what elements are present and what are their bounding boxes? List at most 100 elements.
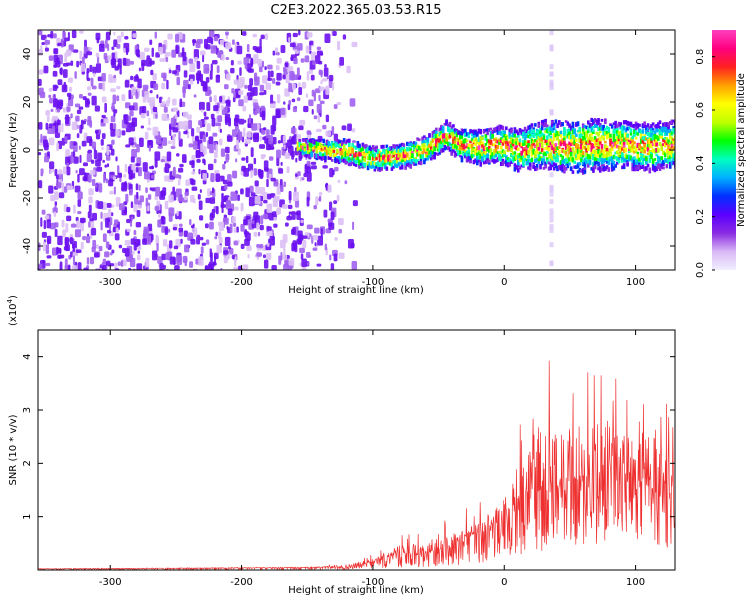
heatmap-noise-cell	[213, 94, 217, 102]
heatmap-noise-cell	[124, 163, 128, 173]
heatmap-band-cell	[646, 146, 650, 152]
heatmap-band-cell	[527, 155, 530, 159]
heatmap-noise-cell	[38, 69, 44, 75]
heatmap-band-cell	[602, 150, 605, 154]
heatmap-band-cell	[530, 133, 534, 137]
heatmap-band-cell	[660, 163, 664, 168]
heatmap-noise-cell	[316, 46, 322, 50]
heatmap-noise-cell	[117, 172, 122, 178]
heatmap-band-cell	[631, 124, 634, 128]
heatmap-band-cell	[346, 139, 349, 143]
heatmap-band-cell	[546, 142, 549, 146]
heatmap-band-cell	[380, 161, 384, 166]
heatmap-noise-cell	[38, 78, 42, 87]
heatmap-band-cell	[407, 143, 411, 147]
heatmap-noise-cell	[157, 256, 163, 264]
heatmap-band-cell	[547, 161, 551, 165]
heatmap-noise-cell	[141, 62, 145, 72]
heatmap-band-cell	[467, 132, 471, 135]
heatmap-band-cell	[433, 133, 436, 139]
heatmap-noise-cell	[110, 128, 116, 137]
heatmap-noise-cell	[79, 30, 84, 34]
heatmap-band-cell	[341, 155, 344, 160]
heatmap-noise-cell	[270, 177, 276, 182]
heatmap-band-cell	[549, 163, 553, 168]
heatmap-band-cell	[546, 141, 549, 145]
heatmap-band-cell	[423, 139, 426, 144]
heatmap-noise-cell	[339, 56, 345, 66]
heatmap-noise-cell	[175, 238, 181, 247]
heatmap-band-cell	[604, 119, 607, 125]
heatmap-noise-cell	[182, 86, 186, 94]
heatmap-band-cell	[479, 150, 483, 155]
heatmap-band-cell	[501, 158, 505, 164]
heatmap-band-cell	[455, 132, 459, 138]
heatmap-band-cell	[318, 145, 322, 150]
heatmap-noise-cell	[266, 178, 269, 188]
heatmap-noise-cell	[66, 206, 71, 213]
heatmap-noise-cell	[140, 112, 146, 119]
heatmap-band-cell	[525, 149, 529, 154]
heatmap-band-cell	[515, 145, 518, 150]
heatmap-band-cell	[622, 149, 626, 153]
heatmap-noise-cell	[270, 94, 274, 105]
heatmap-band-cell	[547, 127, 551, 132]
heatmap-band-cell	[337, 160, 341, 165]
heatmap-band-cell	[300, 151, 303, 155]
heatmap-noise-cell	[253, 102, 259, 110]
heatmap-noise-cell	[101, 133, 106, 140]
heatmap-band-cell	[358, 144, 361, 149]
heatmap-band-cell	[566, 157, 570, 163]
heatmap-band-cell	[482, 128, 486, 134]
heatmap-band-cell	[631, 144, 634, 149]
heatmap-band-cell	[627, 121, 631, 125]
heatmap-band-cell	[318, 138, 322, 143]
heatmap-noise-cell	[62, 229, 66, 238]
heatmap-band-cell	[484, 134, 488, 138]
heatmap-noise-cell	[265, 82, 272, 90]
heatmap-noise-cell	[310, 51, 317, 61]
heatmap-band-cell	[397, 145, 401, 149]
heatmap-band-cell	[337, 143, 341, 148]
heatmap-noise-cell	[253, 86, 258, 96]
heatmap-band-cell	[600, 144, 604, 149]
heatmap-band-cell	[600, 124, 604, 129]
heatmap-band-cell	[327, 150, 331, 154]
heatmap-band-cell	[650, 124, 653, 129]
heatmap-band-cell	[604, 140, 607, 144]
heatmap-band-cell	[452, 132, 455, 138]
heatmap-band-cell	[575, 154, 578, 158]
heatmap-streak-cell	[549, 208, 554, 214]
heatmap-noise-cell	[241, 205, 244, 210]
heatmap-band-cell	[400, 159, 404, 163]
heatmap-band-cell	[559, 141, 563, 145]
heatmap-noise-cell	[56, 101, 63, 109]
spectrogram-y-tick-label: -40	[22, 238, 33, 254]
heatmap-noise-cell	[79, 217, 86, 223]
heatmap-band-cell	[535, 130, 539, 134]
heatmap-band-cell	[520, 164, 524, 168]
heatmap-band-cell	[655, 139, 658, 143]
heatmap-noise-cell	[77, 211, 82, 215]
heatmap-band-cell	[665, 158, 669, 163]
heatmap-band-cell	[426, 151, 430, 156]
heatmap-band-cell	[662, 139, 665, 143]
heatmap-noise-cell	[210, 252, 213, 262]
heatmap-band-cell	[580, 155, 583, 159]
heatmap-band-cell	[525, 145, 529, 149]
heatmap-band-cell	[440, 140, 443, 145]
heatmap-band-cell	[462, 142, 465, 148]
heatmap-band-cell	[660, 143, 664, 147]
heatmap-noise-cell	[136, 144, 140, 153]
heatmap-noise-cell	[191, 186, 198, 191]
heatmap-noise-cell	[114, 262, 118, 270]
heatmap-noise-cell	[290, 127, 296, 134]
heatmap-band-cell	[516, 167, 520, 173]
heatmap-noise-cell	[41, 34, 47, 41]
heatmap-noise-cell	[171, 49, 177, 58]
heatmap-band-cell	[322, 138, 325, 144]
heatmap-band-cell	[394, 144, 397, 150]
heatmap-noise-cell	[292, 83, 296, 90]
heatmap-band-cell	[347, 150, 351, 155]
heatmap-noise-cell	[152, 73, 157, 81]
